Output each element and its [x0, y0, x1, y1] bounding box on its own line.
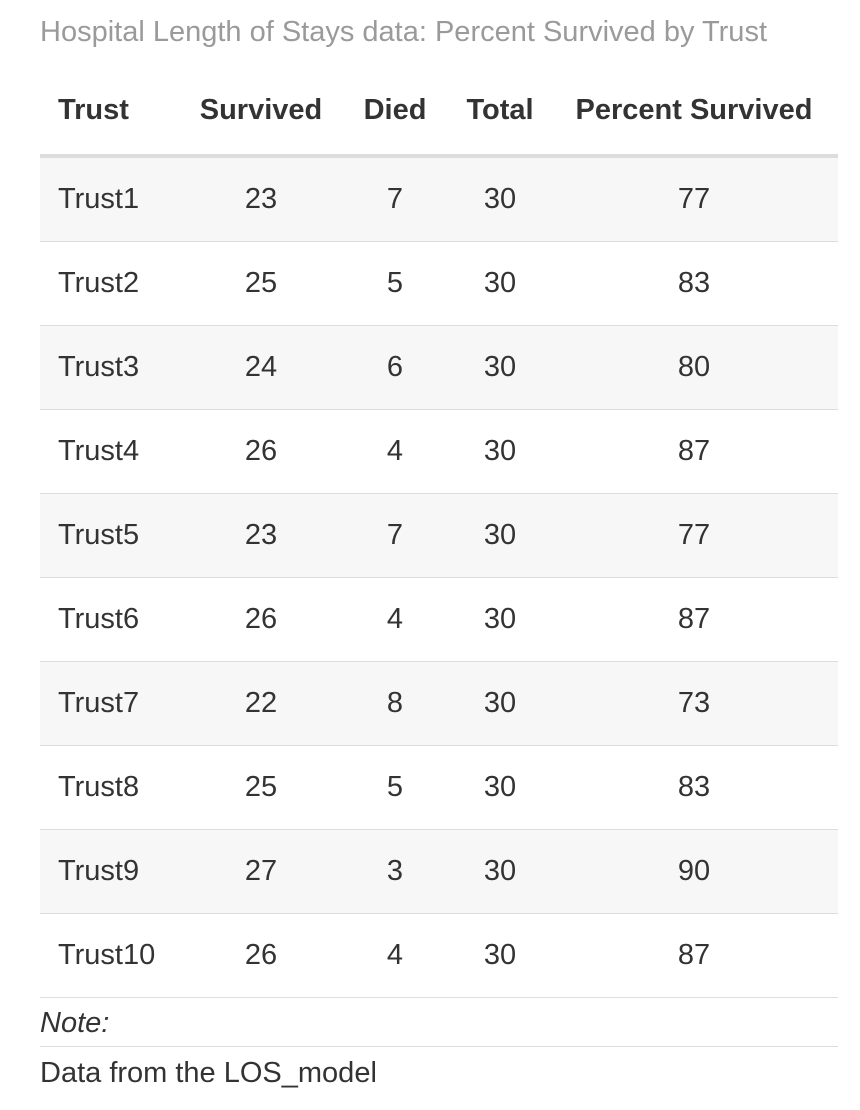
table-header: Trust Survived Died Total Percent Surviv…: [40, 66, 838, 158]
table-row: Trust3 24 6 30 80: [40, 325, 838, 410]
cell-trust: Trust1: [40, 156, 182, 242]
table-row: Trust8 25 5 30 83: [40, 745, 838, 830]
cell-survived: 27: [182, 829, 340, 914]
table-caption: Hospital Length of Stays data: Percent S…: [40, 16, 767, 48]
column-header-died: Died: [340, 66, 450, 158]
cell-died: 4: [340, 577, 450, 662]
table-row: Trust1 23 7 30 77: [40, 156, 838, 242]
cell-survived: 23: [182, 493, 340, 578]
cell-died: 7: [340, 156, 450, 242]
column-header-survived: Survived: [182, 66, 340, 158]
cell-total: 30: [450, 829, 550, 914]
cell-total: 30: [450, 156, 550, 242]
cell-percent-survived: 83: [550, 241, 838, 326]
cell-total: 30: [450, 745, 550, 830]
column-header-total: Total: [450, 66, 550, 158]
cell-percent-survived: 73: [550, 661, 838, 746]
cell-total: 30: [450, 913, 550, 998]
header-row: Trust Survived Died Total Percent Surviv…: [40, 66, 838, 158]
table-row: Trust9 27 3 30 90: [40, 829, 838, 914]
cell-percent-survived: 90: [550, 829, 838, 914]
cell-trust: Trust2: [40, 241, 182, 326]
cell-trust: Trust7: [40, 661, 182, 746]
cell-percent-survived: 80: [550, 325, 838, 410]
footnote-text: Data from the LOS_model: [40, 1057, 377, 1089]
cell-died: 6: [340, 325, 450, 410]
cell-trust: Trust6: [40, 577, 182, 662]
cell-survived: 25: [182, 745, 340, 830]
table-container: Hospital Length of Stays data: Percent S…: [40, 0, 838, 1097]
cell-died: 8: [340, 661, 450, 746]
cell-percent-survived: 87: [550, 577, 838, 662]
table-row: Trust7 22 8 30 73: [40, 661, 838, 746]
cell-died: 5: [340, 745, 450, 830]
table-row: Trust5 23 7 30 77: [40, 493, 838, 578]
cell-trust: Trust3: [40, 325, 182, 410]
cell-total: 30: [450, 241, 550, 326]
cell-total: 30: [450, 577, 550, 662]
cell-survived: 24: [182, 325, 340, 410]
column-header-trust: Trust: [40, 66, 182, 158]
cell-survived: 25: [182, 241, 340, 326]
cell-trust: Trust4: [40, 409, 182, 494]
column-header-percent-survived: Percent Survived: [550, 66, 838, 158]
cell-survived: 23: [182, 156, 340, 242]
survival-table: Trust Survived Died Total Percent Surviv…: [40, 66, 838, 998]
cell-percent-survived: 87: [550, 409, 838, 494]
table-body: Trust1 23 7 30 77 Trust2 25 5 30 83 Trus…: [40, 156, 838, 998]
cell-total: 30: [450, 409, 550, 494]
cell-died: 4: [340, 409, 450, 494]
table-row: Trust6 26 4 30 87: [40, 577, 838, 662]
table-row: Trust4 26 4 30 87: [40, 409, 838, 494]
footnote-label: Note:: [40, 998, 838, 1047]
cell-percent-survived: 87: [550, 913, 838, 998]
cell-percent-survived: 83: [550, 745, 838, 830]
table-row: Trust2 25 5 30 83: [40, 241, 838, 326]
cell-survived: 26: [182, 577, 340, 662]
cell-survived: 26: [182, 913, 340, 998]
cell-survived: 22: [182, 661, 340, 746]
cell-total: 30: [450, 325, 550, 410]
cell-total: 30: [450, 661, 550, 746]
cell-total: 30: [450, 493, 550, 578]
cell-trust: Trust5: [40, 493, 182, 578]
cell-survived: 26: [182, 409, 340, 494]
cell-died: 3: [340, 829, 450, 914]
cell-percent-survived: 77: [550, 156, 838, 242]
cell-percent-survived: 77: [550, 493, 838, 578]
cell-died: 5: [340, 241, 450, 326]
table-row: Trust10 26 4 30 87: [40, 913, 838, 998]
cell-trust: Trust8: [40, 745, 182, 830]
cell-died: 7: [340, 493, 450, 578]
cell-trust: Trust9: [40, 829, 182, 914]
cell-died: 4: [340, 913, 450, 998]
cell-trust: Trust10: [40, 913, 182, 998]
